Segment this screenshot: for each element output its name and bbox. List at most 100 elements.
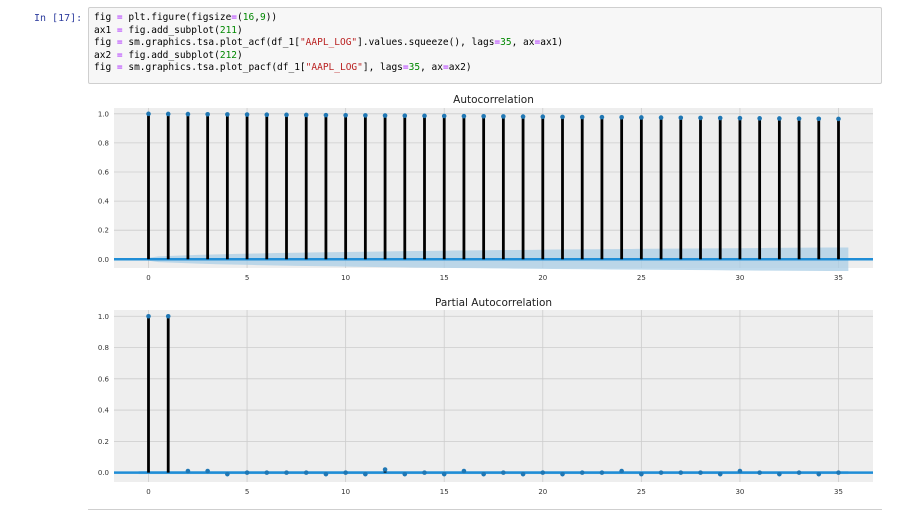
stem-marker [402, 113, 408, 119]
stem-marker [205, 111, 210, 117]
x-tick-label: 5 [245, 274, 249, 282]
stem-marker [225, 471, 230, 477]
y-tick-label: 0.0 [98, 256, 109, 264]
stem-marker [343, 470, 348, 475]
code-token: "AAPL_LOG" [299, 37, 358, 48]
stem-marker [520, 471, 526, 477]
code-token: ax2 [94, 49, 117, 61]
stem-marker [678, 115, 684, 121]
stem-marker [441, 471, 447, 477]
code-token: = [116, 12, 123, 23]
code-token: 212 [219, 49, 238, 61]
y-tick-label: 0.8 [98, 139, 109, 147]
code-token: = [231, 12, 238, 23]
stem-marker [323, 112, 329, 118]
stem-marker [619, 115, 624, 120]
stem-marker [599, 470, 605, 475]
stem-marker [402, 471, 408, 477]
code-token: fig.add_subplot( [122, 49, 220, 61]
y-tick-label: 1.0 [98, 110, 109, 118]
code-token: = [116, 24, 123, 36]
stem-marker [520, 114, 526, 119]
code-line[interactable]: fig = sm.graphics.tsa.plot_acf(df_1["AAP… [94, 37, 563, 50]
stem-marker [796, 116, 802, 121]
stem-marker [185, 468, 191, 474]
code-token: , ax [511, 37, 535, 48]
x-tick-label: 25 [637, 274, 646, 282]
x-tick-label: 15 [440, 274, 449, 282]
stem-marker [422, 113, 427, 119]
stem-marker [264, 112, 270, 117]
stem-marker [757, 116, 762, 121]
stem-marker [619, 468, 624, 474]
cell-divider [88, 509, 882, 510]
code-token: plt.figure(figsize [122, 12, 232, 23]
stem-marker [382, 113, 388, 118]
stem-marker [323, 471, 329, 477]
code-token: ) [237, 24, 243, 36]
stem-marker [639, 115, 644, 120]
y-tick-label: 0.6 [98, 169, 110, 177]
stem-marker [244, 112, 250, 117]
pacf-chart: 0.0 0.2 0.4 0.6 0.8 1.0 0 5 10 15 20 25 30 35 Partial … [98, 297, 873, 496]
x-tick-label: 10 [341, 274, 350, 282]
code-token: ax2) [448, 62, 472, 73]
y-tick-label: 0.2 [98, 227, 109, 235]
stem-marker [777, 116, 782, 121]
stem-marker [185, 111, 191, 117]
stem-marker [501, 470, 506, 475]
stem-marker [698, 115, 703, 121]
stem-marker [461, 468, 467, 474]
code-token: ].values.squeeze(), lags [357, 37, 495, 48]
x-tick-label: 5 [245, 488, 249, 496]
stem-marker [461, 113, 467, 119]
code-line[interactable]: fig = sm.graphics.tsa.plot_pacf(df_1["AA… [94, 62, 472, 75]
plot-area [114, 310, 873, 482]
code-cell[interactable]: fig = plt.figure(figsize=(16,9)) ax1 = f… [88, 7, 882, 84]
stem-marker [205, 468, 210, 474]
stem-marker [777, 471, 782, 477]
code-line[interactable]: ax1 = fig.add_subplot(211) [94, 25, 243, 38]
code-token: "AAPL_LOG" [305, 62, 363, 73]
stem-marker [422, 470, 427, 475]
code-token: ], lags [362, 62, 403, 73]
y-tick-label: 0.6 [98, 375, 110, 383]
code-token: = [494, 37, 501, 48]
y-tick-label: 0.2 [98, 438, 109, 446]
y-tick-label: 0.8 [98, 344, 109, 352]
stem-marker [165, 313, 171, 319]
y-tick-label: 0.0 [98, 469, 109, 477]
code-token: ( [237, 12, 243, 23]
stem-marker [678, 470, 684, 475]
x-tick-label: 10 [341, 488, 350, 496]
code-token: ) [237, 49, 243, 61]
stem-marker [816, 471, 822, 477]
stem-marker [146, 313, 151, 319]
y-tick-label: 1.0 [98, 313, 109, 321]
stem-marker [717, 471, 723, 477]
code-token: 9 [259, 12, 266, 23]
stem-marker [441, 113, 447, 119]
x-tick-label: 35 [834, 274, 843, 282]
code-token: fig [94, 37, 117, 48]
code-line[interactable]: fig = plt.figure(figsize=(16,9)) [94, 12, 277, 25]
code-token: = [116, 37, 123, 48]
code-token: ax1 [94, 24, 117, 36]
chart-title: Autocorrelation [453, 94, 534, 106]
x-tick-label: 30 [735, 488, 744, 496]
figure: 0.0 0.2 0.4 0.6 0.8 1.0 0 5 10 15 20 25 30 35 Autocorr… [98, 94, 873, 496]
x-tick-label: 20 [538, 488, 547, 496]
code-token: )) [265, 12, 278, 23]
stem-marker [836, 116, 841, 122]
code-token: 35 [500, 37, 512, 48]
stem-marker [146, 111, 151, 117]
stem-marker [264, 470, 270, 475]
code-token: fig [94, 62, 117, 73]
x-tick-label: 15 [440, 488, 449, 496]
stem-marker [501, 114, 506, 119]
stem-marker [816, 116, 822, 122]
code-line[interactable]: ax2 = fig.add_subplot(212) [94, 50, 243, 63]
stem-marker [284, 470, 289, 475]
stem-marker [303, 470, 309, 475]
code-token: = [534, 37, 541, 48]
